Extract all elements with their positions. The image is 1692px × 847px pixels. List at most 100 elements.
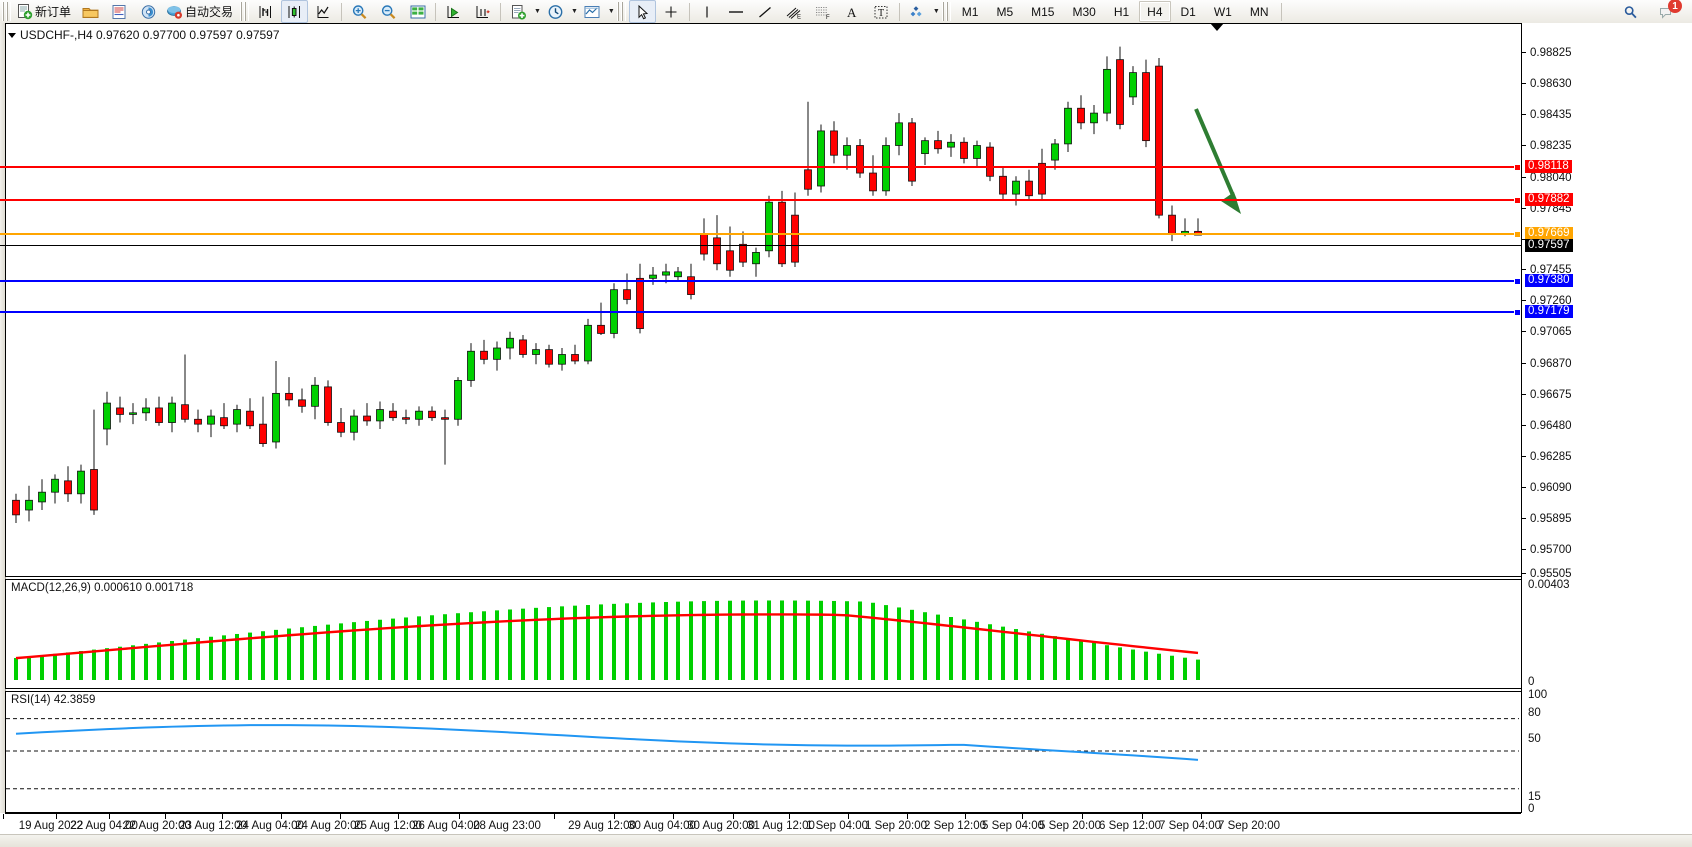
new-order-icon — [18, 4, 33, 20]
horizontal-scroll-strip[interactable] — [0, 834, 1692, 847]
timeframe-mn[interactable]: MN — [1249, 4, 1269, 19]
price-chip-resistance-2[interactable]: 0.97882 — [1525, 193, 1573, 206]
symbol-caret-icon[interactable] — [8, 33, 16, 39]
vertical-line-button[interactable] — [694, 0, 721, 23]
period-button[interactable] — [542, 0, 569, 23]
autoscroll-button[interactable] — [440, 0, 467, 23]
data-window-button[interactable] — [404, 0, 431, 23]
price-axis-tick: 0.98040 — [1522, 172, 1572, 184]
toolbar-grip[interactable] — [2, 2, 11, 21]
fibonacci-button[interactable]: F — [810, 0, 837, 23]
time-axis-label: 24 Aug 04:00 — [236, 820, 304, 832]
indicators-button[interactable] — [505, 0, 532, 23]
trendline-button[interactable] — [752, 0, 779, 23]
timeframe-m15[interactable]: M15 — [1031, 4, 1055, 19]
bar-chart-button[interactable] — [252, 0, 279, 23]
rsi-axis-tick: 0 — [1528, 803, 1535, 815]
macd-axis-tick: 0 — [1528, 676, 1535, 688]
objects-button[interactable] — [904, 0, 931, 23]
new-order-button[interactable]: 新订单 — [14, 0, 75, 23]
time-axis-label: 26 Aug 04:00 — [412, 820, 480, 832]
price-axis-tick: 0.98825 — [1522, 47, 1572, 59]
autotrade-icon — [167, 5, 183, 19]
timeframe-m5[interactable]: M5 — [996, 4, 1014, 19]
search-button[interactable] — [1617, 0, 1644, 23]
price-axis-tick: 0.97260 — [1522, 295, 1572, 307]
macd-pane[interactable]: MACD(12,26,9) 0.000610 0.001718 — [5, 579, 1522, 689]
price-chip-last-price[interactable]: 0.97597 — [1525, 239, 1573, 252]
time-axis-tick — [3, 814, 4, 819]
time-axis-tick — [281, 814, 282, 819]
alerts-count-badge: 1 — [1668, 0, 1682, 13]
symbol-header: USDCHF-,H4 0.97620 0.97700 0.97597 0.975… — [8, 28, 280, 42]
toolbar-separator-3 — [500, 2, 502, 21]
time-axis-label: 24 Aug 20:00 — [295, 820, 363, 832]
price-chip-support-1[interactable]: 0.97380 — [1525, 274, 1573, 287]
timeframe-m1[interactable]: M1 — [961, 4, 979, 19]
time-axis-label: 2 Sep 12:00 — [923, 820, 987, 832]
horizontal-line-button[interactable] — [723, 0, 750, 23]
templates-dropdown-caret[interactable]: ▼ — [607, 8, 615, 15]
price-pane[interactable] — [5, 23, 1522, 577]
time-axis-tick — [165, 814, 166, 819]
rsi-pane[interactable]: RSI(14) 42.3859 — [5, 691, 1522, 813]
price-axis-tick: 0.98630 — [1522, 78, 1572, 90]
time-axis-label: 7 Sep 20:00 — [1217, 820, 1281, 832]
time-axis-label: 30 Aug 20:00 — [687, 820, 755, 832]
folder-button[interactable] — [77, 0, 104, 23]
autotrade-button[interactable]: 自动交易 — [164, 0, 237, 23]
price-axis-tick: 0.97455 — [1522, 264, 1572, 276]
candle-chart-button[interactable] — [281, 0, 309, 23]
toolbar-separator-5 — [898, 2, 900, 21]
timeframe-m30[interactable]: M30 — [1072, 4, 1096, 19]
crosshair-button[interactable] — [658, 0, 685, 23]
toolbar-grip-3[interactable] — [616, 2, 626, 21]
toolbar-separator-6 — [1280, 2, 1282, 21]
time-axis-tick — [673, 814, 674, 819]
indicators-dropdown-caret[interactable]: ▼ — [534, 8, 541, 15]
zoom-in-icon — [352, 4, 367, 19]
timeframe-w1[interactable]: W1 — [1213, 4, 1232, 19]
zoom-out-icon — [381, 4, 396, 19]
timeframe-h1[interactable]: H1 — [1113, 4, 1130, 19]
time-axis-tick — [459, 814, 460, 819]
time-axis-tick — [222, 814, 223, 819]
price-chip-pivot[interactable]: 0.97669 — [1525, 227, 1573, 240]
chart-top-marker-icon[interactable] — [1210, 23, 1224, 31]
macd-label: MACD(12,26,9) 0.000610 0.001718 — [11, 582, 194, 594]
price-axis-tick: 0.95700 — [1522, 544, 1572, 556]
text-box-button[interactable]: T — [868, 0, 895, 23]
price-axis[interactable]: 0.98825 0.98630 0.98435 0.98235 0.98040 0.978… — [1521, 23, 1692, 815]
cursor-button[interactable] — [628, 0, 656, 23]
line-chart-button[interactable] — [310, 0, 337, 23]
price-chip-support-2[interactable]: 0.97179 — [1525, 305, 1573, 318]
market-watch-button[interactable] — [106, 0, 133, 23]
equidistant-channel-button[interactable]: E — [781, 0, 808, 23]
toolbar-grip-2[interactable] — [240, 2, 250, 21]
chart-area[interactable]: USDCHF-,H4 0.97620 0.97700 0.97597 0.975… — [0, 23, 1692, 847]
bar-chart-icon — [259, 5, 272, 18]
price-chip-resistance-1[interactable]: 0.98118 — [1525, 160, 1572, 173]
chart-shift-button[interactable] — [469, 0, 496, 23]
period-dropdown-caret[interactable]: ▼ — [570, 8, 578, 15]
timeframe-h4[interactable]: H4 — [1139, 1, 1171, 22]
horizontal-line-icon — [729, 10, 744, 13]
text-label-button[interactable]: A — [839, 0, 866, 23]
time-axis-label: 1 Sep 04:00 — [805, 820, 869, 832]
navigator-button[interactable] — [135, 0, 162, 23]
symbol-ohlc-text: USDCHF-,H4 0.97620 0.97700 0.97597 0.975… — [20, 28, 280, 42]
zoom-in-button[interactable] — [346, 0, 373, 23]
autoscroll-icon — [447, 5, 460, 18]
time-axis-label: 5 Sep 20:00 — [1038, 820, 1102, 832]
fibonacci-icon: F — [816, 6, 830, 20]
objects-dropdown-caret[interactable]: ▼ — [932, 8, 940, 15]
zoom-out-button[interactable] — [375, 0, 402, 23]
alerts-button[interactable]: 1 — [1654, 0, 1682, 23]
templates-button[interactable] — [579, 0, 606, 23]
timeframe-d1[interactable]: D1 — [1180, 4, 1196, 19]
toolbar-grip-4[interactable] — [941, 2, 951, 21]
price-axis-tick: 0.98235 — [1522, 140, 1572, 152]
time-axis-tick — [789, 814, 790, 819]
time-axis-label: 1 Sep 20:00 — [864, 820, 928, 832]
text-label-icon: A — [847, 5, 857, 20]
